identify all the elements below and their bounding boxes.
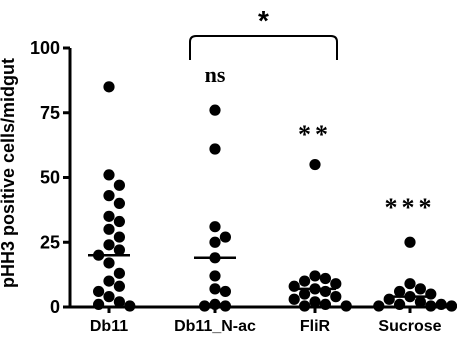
y-tick-label: 25 <box>40 232 60 252</box>
y-axis-label: pHH3 positive cells/midgut <box>0 58 18 288</box>
data-point <box>288 280 300 292</box>
data-point <box>103 190 115 202</box>
data-point <box>209 270 221 282</box>
data-point <box>113 244 125 256</box>
data-point <box>103 81 115 93</box>
data-points <box>93 81 457 312</box>
data-point <box>93 298 105 311</box>
data-point <box>373 300 385 312</box>
data-point <box>435 298 447 311</box>
data-point <box>414 296 426 308</box>
data-point <box>330 278 342 290</box>
y-tick-label: 100 <box>30 38 60 58</box>
data-point <box>219 285 231 298</box>
data-point <box>113 231 125 243</box>
data-point <box>113 296 125 308</box>
data-point <box>209 104 221 116</box>
data-point <box>330 291 342 303</box>
significance-label: ** <box>298 120 332 149</box>
data-point <box>446 300 457 312</box>
data-point <box>113 197 125 209</box>
data-point <box>299 300 311 312</box>
data-point <box>103 257 115 269</box>
y-tick-label: 75 <box>40 103 60 123</box>
data-point <box>414 283 426 295</box>
data-point <box>209 298 221 311</box>
data-point <box>103 169 115 181</box>
x-tick-label: Db11 <box>90 318 128 335</box>
data-point <box>103 223 115 235</box>
y-tick-label: 0 <box>50 297 60 317</box>
data-point <box>124 300 136 312</box>
y-tick-label: 50 <box>40 168 60 188</box>
significance-label: ns <box>205 62 226 87</box>
data-point <box>309 296 321 308</box>
data-point <box>309 270 321 282</box>
data-point <box>425 288 437 300</box>
data-point <box>425 300 437 312</box>
data-point <box>209 221 221 233</box>
data-point <box>103 239 115 251</box>
data-point <box>404 278 416 290</box>
annotations: *ns***** <box>189 5 436 222</box>
data-point <box>394 298 406 311</box>
x-tick-label: FliR <box>300 318 331 335</box>
bracket-significance-label: * <box>258 5 269 36</box>
data-point <box>209 283 221 295</box>
data-point <box>319 285 331 298</box>
x-tick-label: Sucrose <box>378 318 441 335</box>
data-point <box>93 285 105 298</box>
mean-lines <box>88 253 431 298</box>
significance-label: *** <box>385 193 436 222</box>
data-point <box>299 275 311 287</box>
data-point <box>113 280 125 292</box>
data-point <box>309 158 321 171</box>
data-point <box>288 293 300 305</box>
data-point <box>394 285 406 298</box>
y-axis: 0 25 50 75 100 <box>30 38 72 317</box>
data-point <box>209 143 221 155</box>
data-point <box>319 298 331 311</box>
data-point <box>219 300 231 312</box>
data-point <box>404 236 416 248</box>
data-point <box>319 272 331 285</box>
data-point <box>219 231 231 243</box>
data-point <box>113 215 125 228</box>
data-point <box>103 275 115 287</box>
data-point <box>383 293 395 305</box>
data-point <box>113 179 125 191</box>
data-point <box>103 291 115 303</box>
data-point <box>199 300 211 312</box>
data-point <box>299 288 311 300</box>
x-tick-label: Db11_N-ac <box>174 318 256 335</box>
data-point <box>340 300 352 312</box>
data-point <box>103 210 115 222</box>
x-axis: Db11 Db11_N-ac FliR Sucrose <box>70 305 450 335</box>
data-point <box>209 236 221 248</box>
significance-bracket <box>189 35 338 60</box>
data-point <box>113 267 125 279</box>
